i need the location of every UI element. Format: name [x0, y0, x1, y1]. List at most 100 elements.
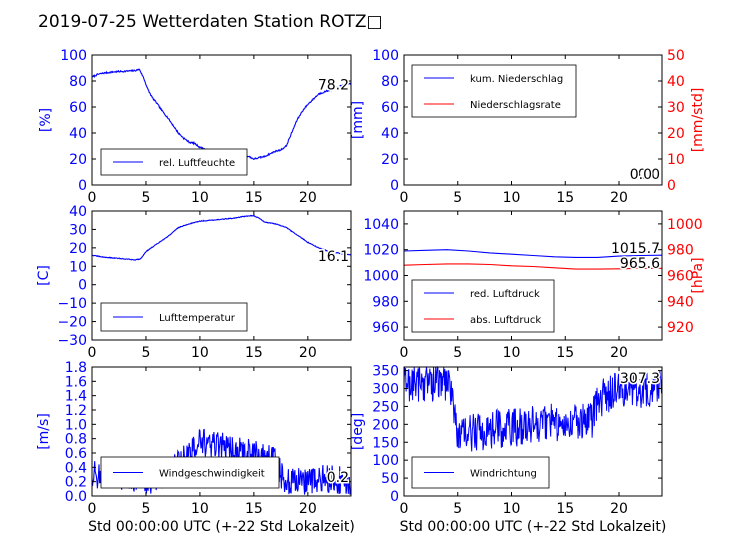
- x-tick-label: 15: [556, 501, 574, 517]
- panel-precipitation: 0 5 10 15 20 0 20 40 60 80 100 0 10 20 30 40 50 [mm] [mm/s…: [350, 48, 706, 206]
- y-right-tick-label: 1000: [667, 217, 703, 233]
- y-right-tick-label: 40: [667, 74, 685, 90]
- series-line-0: [91, 214, 352, 261]
- x-tick-label: 10: [191, 345, 209, 361]
- y-tick-label: 1.0: [65, 417, 87, 433]
- page-title: 2019-07-25 Wetterdaten Station ROTZ□: [38, 12, 383, 32]
- legend: Windgeschwindigkeit: [100, 456, 280, 489]
- plot-frame: [403, 366, 663, 497]
- x-tick-label: 5: [141, 190, 150, 206]
- legend-box: [411, 279, 555, 333]
- y-tick-label: 20: [69, 241, 87, 257]
- x-tick-label: 15: [245, 190, 263, 206]
- last-value-annotation: 0.0: [638, 167, 660, 183]
- x-tick-label: 10: [503, 345, 521, 361]
- y-right-tick-label: 980: [667, 243, 694, 259]
- y-tick-label: 350: [372, 364, 399, 380]
- y-tick-label: 300: [372, 382, 399, 398]
- y-axis-label: [m/s]: [36, 413, 52, 450]
- y-tick-label: 80: [381, 74, 399, 90]
- legend-box: [411, 64, 577, 118]
- y-tick-label: 20: [381, 152, 399, 168]
- x-tick-label: 15: [556, 190, 574, 206]
- y-right-axis-label: [hPa]: [690, 257, 706, 293]
- legend: kum. Niederschlag Niederschlagsrate: [411, 64, 577, 118]
- x-tick-label: 10: [191, 501, 209, 517]
- panel-wind: 0 5 10 15 200.00.20.40.60.81.01.21.41.61.8[m…: [36, 360, 355, 535]
- y-tick-label: −20: [57, 315, 87, 331]
- legend-label: Windgeschwindigkeit: [159, 469, 265, 480]
- y-right-tick-label: 30: [667, 100, 685, 116]
- y-tick-label: 200: [372, 417, 399, 433]
- y-tick-label: 0.6: [65, 446, 87, 462]
- y-right-tick-label: 940: [667, 294, 694, 310]
- y-tick-label: 0: [390, 489, 399, 505]
- y-tick-label: 100: [60, 48, 87, 64]
- x-tick-label: 0: [88, 190, 97, 206]
- x-tick-label: 20: [299, 501, 317, 517]
- y-right-tick-label: 960: [667, 269, 694, 285]
- y-right-tick-label: 10: [667, 152, 685, 168]
- x-tick-label: 15: [556, 345, 574, 361]
- panel-temperature: 0 5 10 15 20 −30 −20 −10 0 10 20 30 40 [C] Lufttempera…: [36, 204, 352, 361]
- y-axis-label: [mm]: [350, 101, 366, 139]
- y-tick-label: 1040: [363, 217, 399, 233]
- x-tick-label: 20: [610, 501, 628, 517]
- y-tick-label: 40: [69, 204, 87, 220]
- legend-label: kum. Niederschlag: [470, 74, 563, 85]
- plot-frame: [91, 54, 352, 186]
- y-tick-label: 1.2: [65, 403, 87, 419]
- x-tick-label: 0: [400, 501, 409, 517]
- legend: Windrichtung: [411, 456, 550, 489]
- y-axis-label: [%]: [38, 108, 54, 132]
- y-tick-label: 10: [69, 259, 87, 275]
- panel-humidity: 0 5 10 15 20 0 20 40 60 80 100 [%] rel. Luftfeuchte 7…: [38, 48, 352, 206]
- last-value-annotation: 16.1: [318, 249, 349, 265]
- last-value-annotation: 0.2: [327, 470, 349, 486]
- x-tick-label: 10: [191, 190, 209, 206]
- y-tick-label: −30: [57, 333, 87, 349]
- legend: rel. Luftfeuchte: [100, 148, 248, 176]
- y-tick-label: 1000: [363, 269, 399, 285]
- y-tick-label: −10: [57, 296, 87, 312]
- y-axis-label: [deg]: [350, 413, 366, 450]
- series-line-1: [403, 263, 663, 270]
- y-tick-label: 0.8: [65, 432, 87, 448]
- x-tick-label: 5: [453, 190, 462, 206]
- x-tick-label: 10: [503, 190, 521, 206]
- legend-label: abs. Luftdruck: [470, 315, 541, 326]
- y-tick-label: 60: [69, 100, 87, 116]
- y-tick-label: 100: [372, 48, 399, 64]
- x-tick-label: 20: [299, 345, 317, 361]
- y-tick-label: 960: [372, 320, 399, 336]
- y-tick-label: 150: [372, 435, 399, 451]
- legend: red. Luftdruck abs. Luftdruck: [411, 279, 555, 333]
- y-tick-label: 250: [372, 399, 399, 415]
- y-tick-label: 0.4: [65, 460, 87, 476]
- y-tick-label: 0.2: [65, 475, 87, 491]
- y-tick-label: 1.8: [65, 360, 87, 376]
- last-value-annotation: 307.3: [620, 371, 660, 387]
- y-tick-label: 0: [78, 178, 87, 194]
- plot-frame: [403, 54, 663, 186]
- legend: Lufttemperatur: [100, 302, 248, 332]
- x-axis-label: Std 00:00:00 UTC (+-22 Std Lokalzeit): [400, 519, 667, 535]
- x-tick-label: 5: [141, 501, 150, 517]
- x-tick-label: 15: [245, 501, 263, 517]
- y-axis-label: [C]: [36, 265, 52, 286]
- y-tick-label: 40: [381, 126, 399, 142]
- y-right-axis-label: [mm/std]: [690, 88, 706, 153]
- series-line-0: [403, 249, 663, 258]
- x-tick-label: 20: [610, 190, 628, 206]
- x-tick-label: 20: [610, 345, 628, 361]
- y-right-tick-label: 0: [667, 178, 676, 194]
- y-tick-label: 60: [381, 100, 399, 116]
- y-right-tick-label: 50: [667, 48, 685, 64]
- series-line-0: [403, 365, 663, 452]
- x-tick-label: 5: [453, 345, 462, 361]
- legend-label: rel. Luftfeuchte: [159, 158, 235, 169]
- y-tick-label: 1.4: [65, 389, 87, 405]
- y-tick-label: 980: [372, 294, 399, 310]
- panel-pressure: 0 5 10 15 20 960 980 1000 1020 1040 920 940 960 980 10…: [363, 210, 706, 361]
